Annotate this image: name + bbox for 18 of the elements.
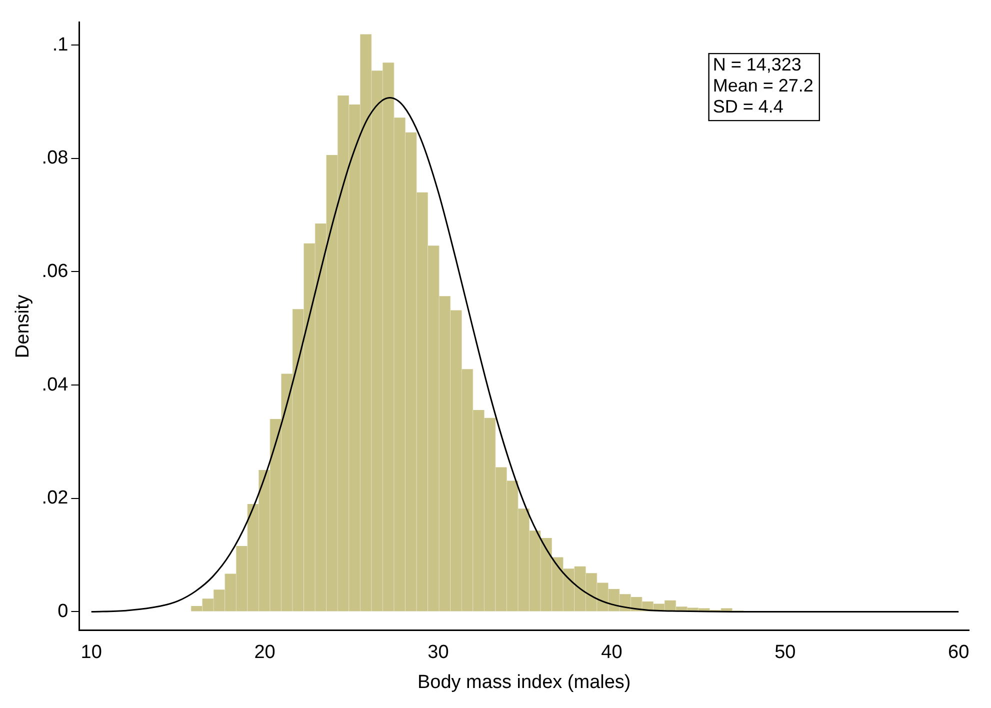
annotation: SD = 4.4	[712, 96, 784, 117]
y-tick-label: 0	[58, 600, 68, 622]
x-tick-label: 30	[428, 642, 449, 664]
y-tick-label: .02	[42, 488, 68, 509]
x-tick-label: 10	[80, 642, 102, 664]
annotation: N = 14,323	[712, 54, 802, 75]
x-tick-label: 60	[948, 642, 970, 664]
y-tick-label: .1	[52, 34, 68, 56]
x-axis-title: Body mass index (males)	[417, 672, 631, 693]
y-axis-title: Density	[12, 294, 34, 358]
x-tick-label: 40	[601, 642, 622, 664]
x-tick-label: 50	[774, 642, 796, 664]
y-tick-label: .08	[42, 148, 68, 169]
line-series	[90, 97, 960, 612]
y-tick-label: .04	[42, 374, 69, 396]
x-tick-label: 20	[254, 642, 276, 664]
y-tick-label: .06	[42, 260, 68, 282]
annotation: Mean = 27.2	[712, 76, 814, 96]
